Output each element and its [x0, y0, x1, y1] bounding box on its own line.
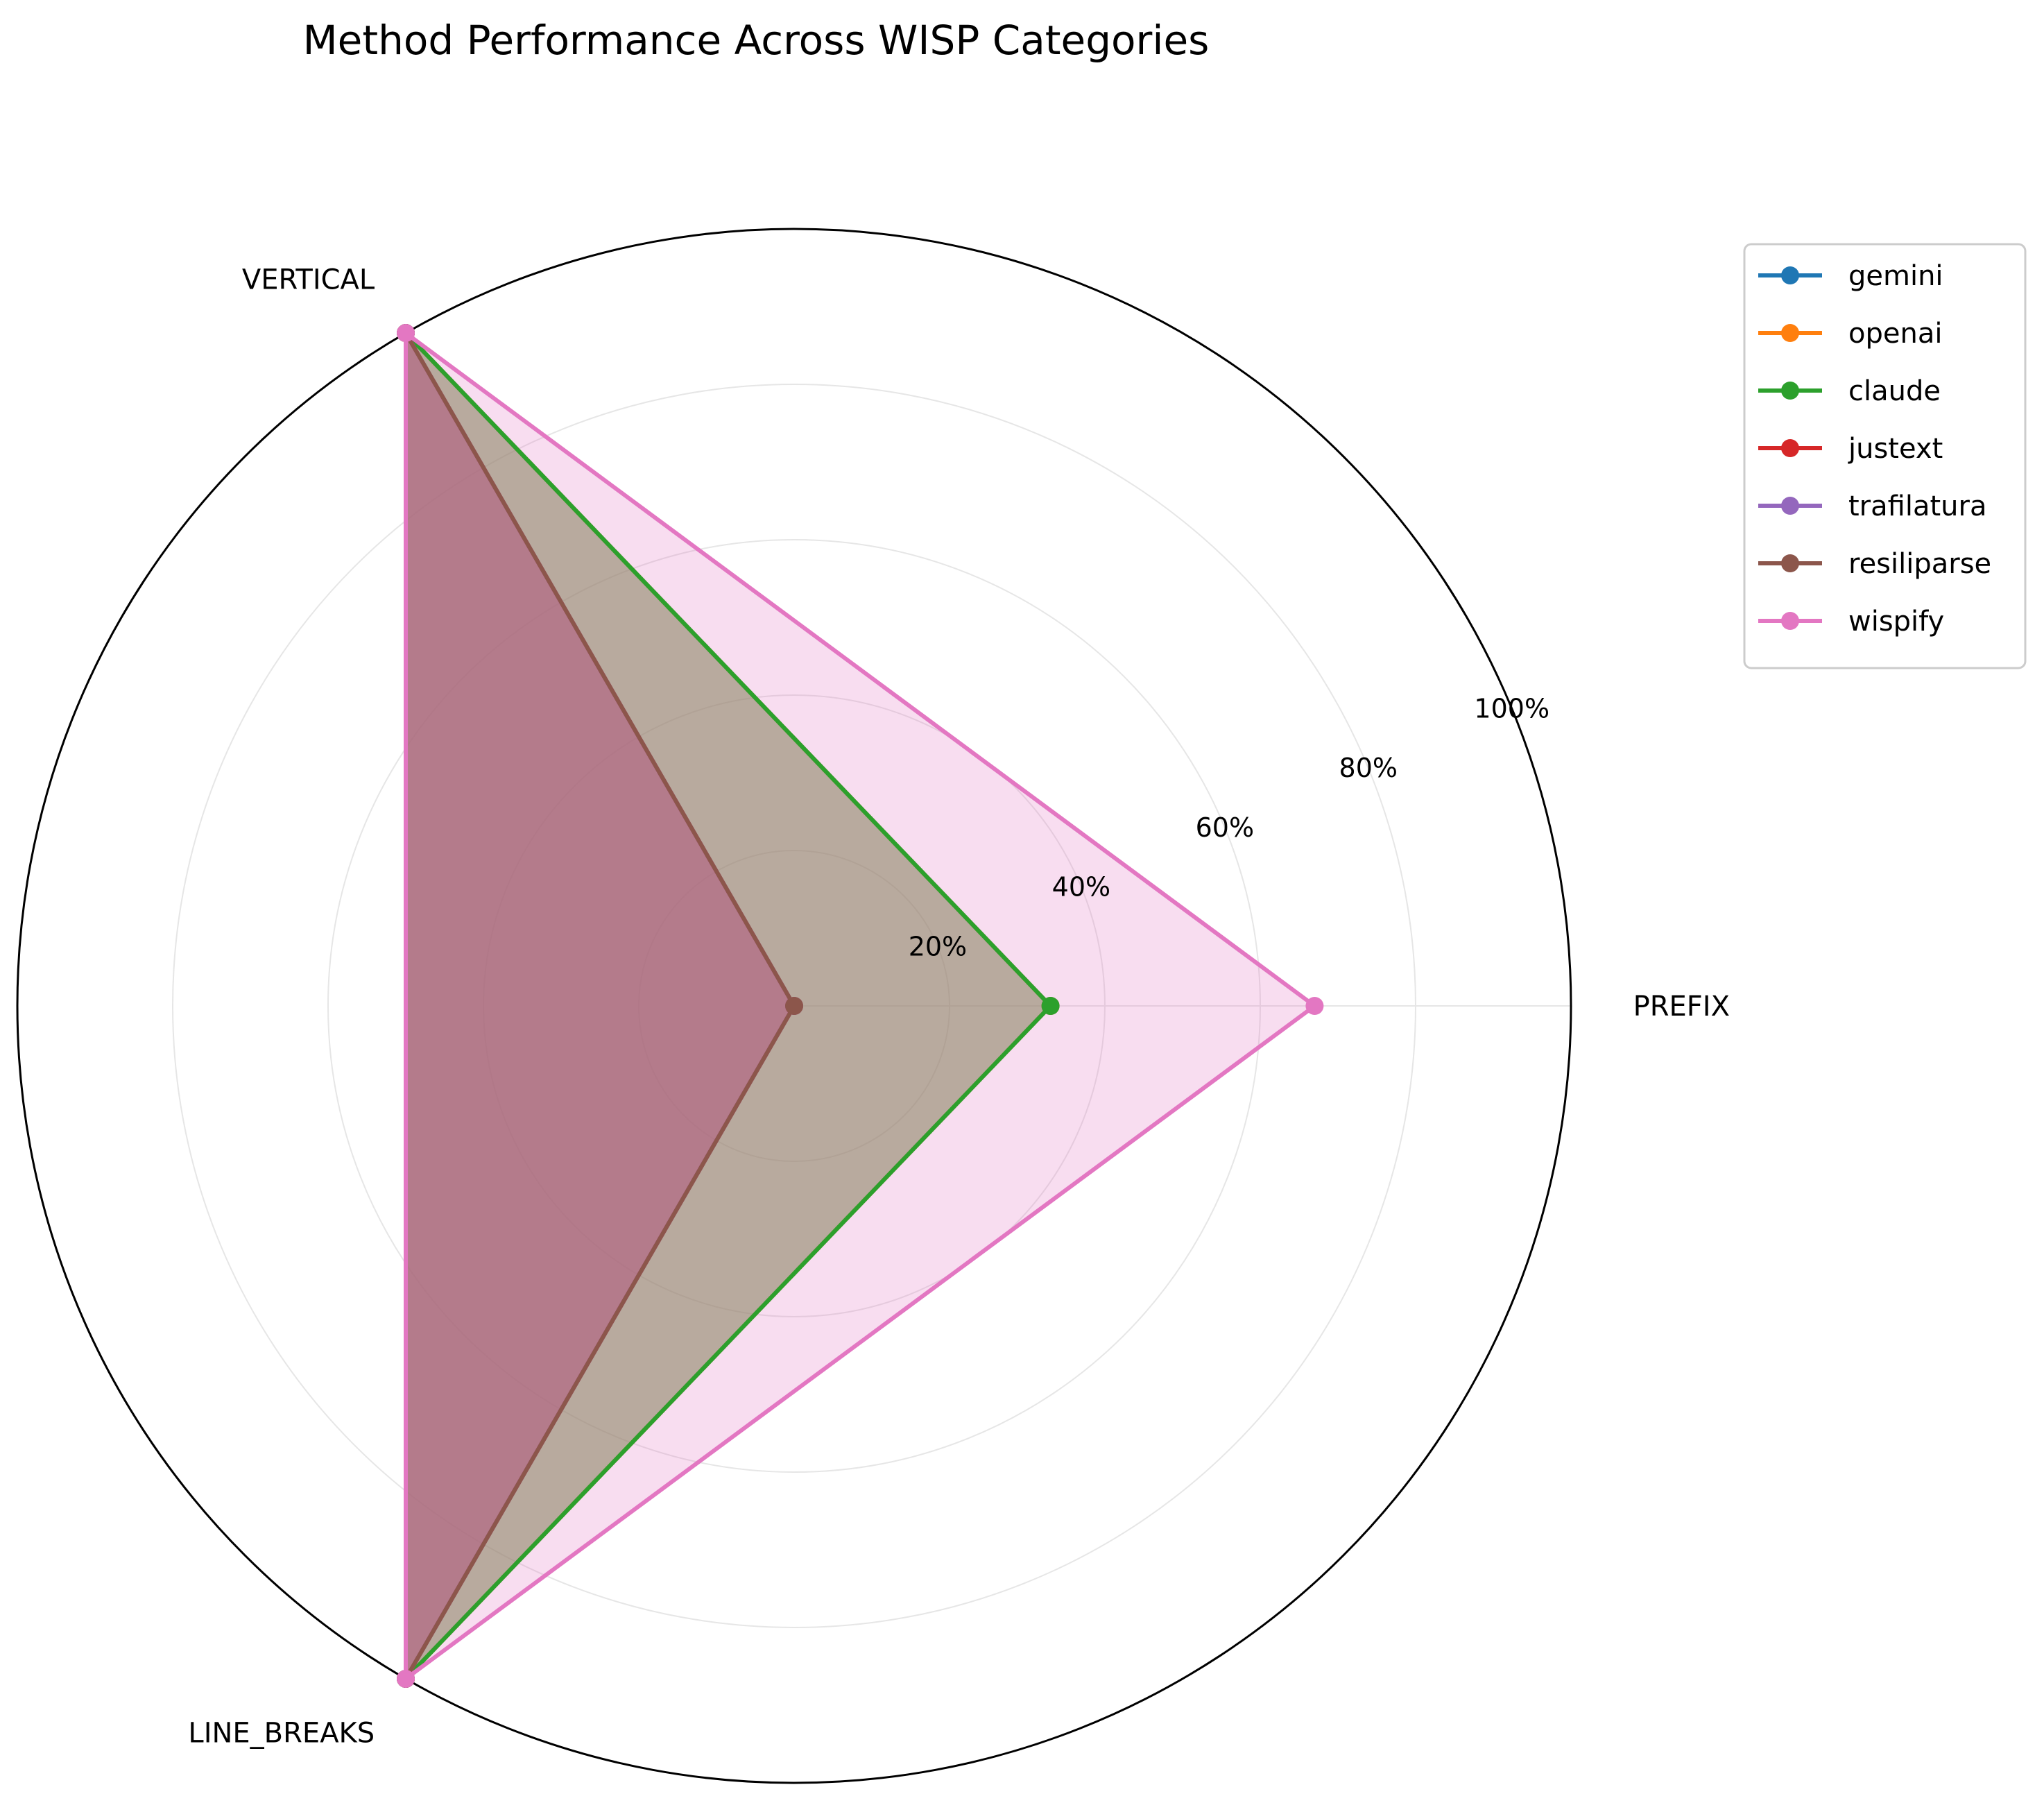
series-fill-claude: [406, 333, 1051, 1679]
series-fill-resiliparse: [406, 333, 794, 1679]
point-wispify-line_breaks: [397, 1669, 415, 1688]
category-label-vertical: VERTICAL: [242, 264, 375, 296]
legend-label-openai: openai: [1848, 318, 1942, 350]
legend-marker-justext: [1781, 439, 1799, 457]
legend-label-justext: justext: [1848, 433, 1943, 465]
legend-marker-openai: [1781, 324, 1799, 342]
series-fill-openai: [406, 333, 1051, 1679]
chart-title: Method Performance Across WISP Categorie…: [303, 17, 1210, 64]
point-wispify-vertical: [397, 324, 415, 343]
grid-layer: [16, 228, 1572, 1784]
point-wispify-prefix: [1305, 997, 1324, 1015]
legend-marker-wispify: [1781, 612, 1799, 630]
series-line-wispify: [404, 331, 1317, 1681]
rtick-label: 40%: [1052, 872, 1110, 903]
legend-marker-gemini: [1781, 266, 1799, 284]
rtick-label: 80%: [1339, 753, 1398, 783]
legend-label-trafilatura: trafilatura: [1848, 490, 1986, 522]
legend-label-gemini: gemini: [1848, 260, 1943, 292]
rtick-label: 20%: [909, 931, 967, 962]
series-fill-trafilatura: [406, 333, 794, 1679]
series-layer: [397, 324, 1324, 1688]
label-layer: 20% 40% 60% 80% 100% PREFIX VERTICAL LINE_BREAK…: [188, 264, 1730, 1749]
legend-marker-trafilatura: [1781, 497, 1799, 515]
series-fill-justext: [406, 333, 794, 1679]
point-resiliparse-prefix: [785, 997, 803, 1015]
series-fill-wispify: [406, 333, 1315, 1679]
legend-marker-resiliparse: [1781, 554, 1799, 572]
category-label-prefix: PREFIX: [1633, 991, 1730, 1023]
rtick-label: 100%: [1474, 693, 1549, 724]
legend-label-resiliparse: resiliparse: [1848, 548, 1991, 580]
outer-ring: [16, 228, 1572, 1784]
legend-marker-claude: [1781, 382, 1799, 400]
category-label-line_breaks: LINE_BREAKS: [188, 1718, 375, 1750]
point-claude-prefix: [1041, 997, 1060, 1015]
legend: gemini openai claude justext trafilatura resi…: [1743, 243, 2027, 669]
series-fill-gemini: [406, 333, 1051, 1679]
legend-label-wispify: wispify: [1848, 606, 1944, 638]
rtick-label: 60%: [1196, 812, 1254, 843]
legend-label-claude: claude: [1848, 375, 1941, 407]
